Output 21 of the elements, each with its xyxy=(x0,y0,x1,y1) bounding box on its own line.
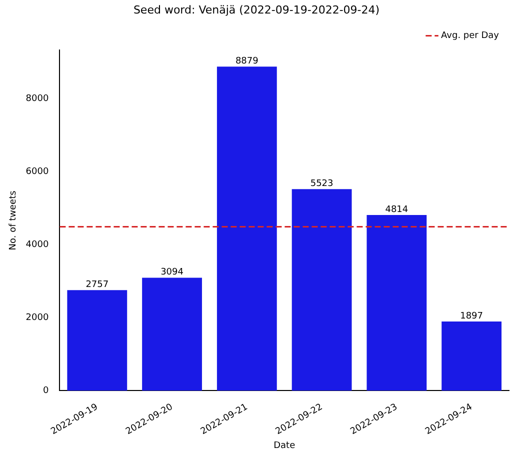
y-axis-title: No. of tweets xyxy=(8,190,19,250)
bar xyxy=(142,278,202,391)
data-label: 2757 xyxy=(86,280,109,290)
data-label: 1897 xyxy=(460,311,484,322)
y-tick-label: 8000 xyxy=(26,94,49,104)
bar xyxy=(216,66,277,391)
y-tick-label: 0 xyxy=(42,386,49,396)
y-tick-label: 2000 xyxy=(26,313,49,324)
legend-label: Avg. per Day xyxy=(441,31,500,42)
data-label: 5523 xyxy=(310,178,334,189)
bar xyxy=(366,215,427,391)
data-label: 4814 xyxy=(385,204,408,215)
y-tick-label: 4000 xyxy=(26,240,49,250)
chart-title: Seed word: Venäjä (2022-09-19-2022-09-24) xyxy=(133,3,380,16)
bar xyxy=(292,189,352,391)
bar xyxy=(442,321,502,391)
bar xyxy=(67,290,128,391)
data-label: 8879 xyxy=(235,56,259,67)
y-tick-label: 6000 xyxy=(26,167,49,178)
x-axis-title: Date xyxy=(274,440,296,451)
data-label: 3094 xyxy=(160,268,184,278)
